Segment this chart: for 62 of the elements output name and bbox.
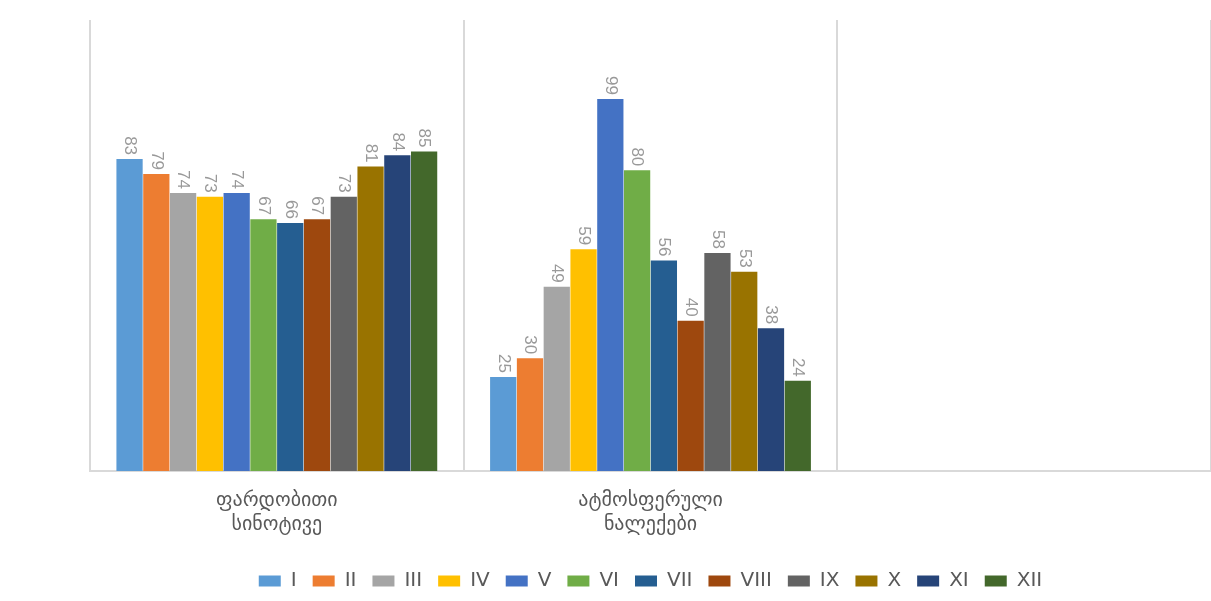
legend-label: IV xyxy=(470,567,491,592)
bar xyxy=(116,159,143,471)
data-label: 74 xyxy=(174,169,194,189)
bar xyxy=(277,222,304,471)
bar xyxy=(196,196,224,471)
bar xyxy=(597,98,624,471)
data-label: 67 xyxy=(308,196,328,216)
bar xyxy=(570,249,597,471)
legend-label: VII xyxy=(666,567,693,592)
data-label: 53 xyxy=(735,248,755,268)
data-label: 84 xyxy=(388,132,408,152)
bar xyxy=(490,377,517,471)
bar xyxy=(143,174,170,471)
bar xyxy=(677,320,704,471)
x-tick-label: ფარდობითი სინოტივე xyxy=(215,487,338,536)
data-label: 85 xyxy=(415,128,435,148)
legend-label: XI xyxy=(949,567,969,592)
data-label: 66 xyxy=(281,200,301,219)
data-label: 80 xyxy=(628,147,648,167)
data-label: 74 xyxy=(227,169,247,189)
bar xyxy=(784,380,811,471)
bar xyxy=(623,170,651,471)
data-label: 56 xyxy=(655,237,675,257)
data-label: 49 xyxy=(548,263,568,283)
bar xyxy=(169,192,197,471)
data-label: 59 xyxy=(574,226,594,246)
data-label: 79 xyxy=(147,151,167,171)
data-label: 73 xyxy=(335,173,355,193)
data-label: 73 xyxy=(201,173,221,193)
legend-label: XII xyxy=(1016,567,1043,592)
data-label: 83 xyxy=(120,136,140,156)
bar xyxy=(543,286,570,471)
bar xyxy=(357,166,384,471)
legend-label: III xyxy=(404,567,423,592)
x-tick-label: ატმოსფერული ნალექები xyxy=(578,487,723,536)
legend-label: I xyxy=(290,567,297,592)
bar xyxy=(411,151,438,471)
data-label: 25 xyxy=(494,354,514,374)
data-label: 99 xyxy=(601,76,621,95)
bar xyxy=(516,358,544,471)
data-label: 81 xyxy=(361,143,381,163)
legend-label: II xyxy=(344,567,357,592)
bar xyxy=(731,271,758,471)
data-label: 24 xyxy=(789,357,809,377)
bar xyxy=(223,192,250,471)
bar xyxy=(650,260,678,471)
data-label: 30 xyxy=(521,335,541,355)
data-label: 38 xyxy=(762,305,782,325)
bar xyxy=(704,253,731,471)
data-label: 58 xyxy=(708,230,728,250)
legend-label: VI xyxy=(599,567,619,592)
legend-label: IX xyxy=(819,567,840,592)
legend-label: X xyxy=(887,567,902,592)
data-label: 40 xyxy=(681,297,701,317)
legend-label: VIII xyxy=(740,567,772,592)
bar xyxy=(250,219,277,471)
data-label: 67 xyxy=(254,196,274,216)
bar xyxy=(330,196,357,471)
legend-label: V xyxy=(537,567,552,592)
bar xyxy=(303,219,331,471)
bar xyxy=(384,155,411,471)
bar xyxy=(757,328,785,471)
